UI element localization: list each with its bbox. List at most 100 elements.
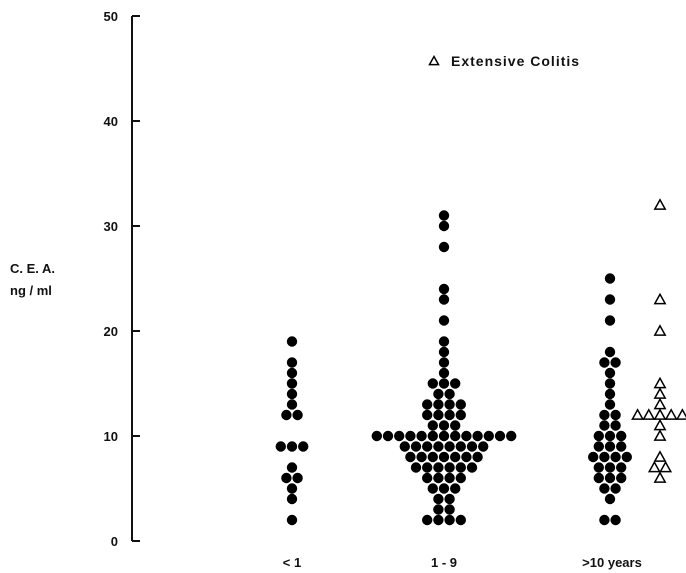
data-point	[604, 378, 616, 389]
data-point	[593, 462, 604, 473]
data-point	[286, 336, 298, 347]
data-point	[286, 388, 298, 400]
y-tick-label: 50	[104, 9, 118, 24]
x-tick-label: >10 years	[582, 555, 642, 570]
data-point	[444, 472, 455, 484]
data-point-triangle	[653, 397, 667, 410]
data-point	[610, 514, 621, 526]
data-point	[433, 388, 444, 400]
data-point	[438, 315, 450, 326]
y-tick-label: 20	[104, 324, 118, 339]
data-point	[433, 514, 444, 526]
data-point	[450, 378, 461, 389]
data-point	[281, 472, 292, 484]
data-point	[466, 462, 478, 473]
data-point-triangle	[642, 408, 656, 420]
data-point	[604, 441, 616, 452]
data-point	[422, 514, 433, 526]
legend-triangle-icon	[428, 54, 440, 66]
data-point	[604, 399, 616, 410]
data-point	[422, 399, 433, 410]
data-point	[604, 367, 616, 379]
data-point	[281, 409, 292, 421]
x-tick-label: 1 - 9	[431, 555, 457, 570]
data-point	[472, 451, 483, 463]
data-point	[298, 441, 309, 452]
data-point	[286, 399, 298, 410]
data-point	[427, 420, 438, 431]
data-point	[604, 315, 616, 326]
data-point	[444, 409, 455, 421]
data-point-triangle	[653, 408, 667, 420]
y-axis-label-line-1: C. E. A.	[10, 261, 56, 276]
y-tick-label: 0	[111, 534, 118, 549]
data-point	[610, 451, 621, 463]
data-point	[405, 451, 416, 463]
data-point	[371, 430, 382, 442]
data-point-triangle	[653, 387, 667, 399]
data-point	[438, 367, 450, 379]
data-point	[455, 472, 466, 484]
data-point	[604, 346, 616, 358]
data-point-triangle	[653, 429, 667, 441]
data-point	[616, 430, 627, 442]
y-tick-label: 40	[104, 114, 118, 129]
data-point	[621, 451, 632, 463]
data-point	[433, 409, 444, 421]
data-point-triangle	[653, 471, 667, 483]
y-tick-label: 10	[104, 429, 118, 444]
data-point	[427, 483, 438, 494]
data-point	[616, 462, 627, 473]
data-point	[588, 451, 599, 463]
data-point	[455, 409, 466, 421]
data-point	[416, 430, 427, 442]
data-point	[438, 483, 450, 494]
data-point	[422, 472, 433, 484]
data-point	[610, 420, 621, 431]
data-point	[444, 504, 455, 515]
data-point	[604, 462, 616, 473]
data-point	[599, 357, 610, 368]
data-point-triangle	[653, 418, 667, 431]
data-point	[593, 430, 604, 442]
data-point	[610, 409, 621, 421]
y-axis-label-line-2: ng / ml	[10, 283, 52, 298]
data-points	[275, 198, 686, 526]
data-point	[399, 441, 410, 452]
data-point	[292, 409, 303, 421]
data-point	[478, 441, 489, 452]
data-point	[483, 430, 494, 442]
data-point	[433, 472, 444, 484]
data-point	[438, 220, 450, 232]
data-point	[450, 420, 461, 431]
data-point-triangle	[653, 198, 667, 210]
data-point	[450, 483, 461, 494]
data-point	[286, 514, 298, 526]
data-point	[444, 441, 455, 452]
data-point	[422, 441, 433, 452]
data-point	[427, 378, 438, 389]
y-axis: 0 10 20 30 40 50	[104, 9, 140, 549]
data-point	[604, 388, 616, 400]
data-point	[466, 441, 478, 452]
data-point	[494, 430, 506, 442]
data-point	[433, 399, 444, 410]
data-point	[450, 451, 461, 463]
data-point	[444, 462, 455, 473]
data-point	[604, 430, 616, 442]
data-point	[382, 430, 394, 442]
data-point	[472, 430, 483, 442]
data-point	[410, 462, 422, 473]
legend-label: Extensive Colitis	[451, 53, 580, 69]
data-point	[410, 441, 422, 452]
x-tick-label: < 1	[283, 555, 301, 570]
data-point	[427, 430, 438, 442]
data-point-triangle	[659, 460, 673, 473]
data-point	[506, 430, 517, 442]
data-point	[292, 472, 303, 484]
data-point	[438, 283, 450, 295]
data-point	[599, 409, 610, 421]
data-point	[599, 420, 610, 431]
data-point	[604, 472, 616, 484]
